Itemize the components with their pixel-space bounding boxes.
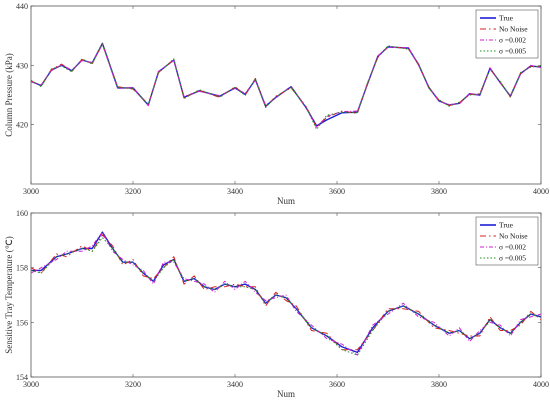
x-tick-label: 3400 (227, 380, 243, 389)
legend-label: σ =0.005 (499, 47, 526, 56)
legend-label: True (499, 14, 514, 23)
y-tick-label: 420 (16, 121, 28, 130)
x-tick-label: 3600 (329, 187, 345, 196)
series-line-3 (31, 44, 541, 128)
x-axis-label: Num (277, 196, 295, 206)
y-axis-label: Sensitive Tray Temperature (℃) (4, 236, 14, 354)
legend-label: σ =0.002 (499, 36, 526, 45)
y-tick-label: 440 (16, 2, 28, 11)
y-tick-label: 158 (16, 264, 28, 273)
legend-label: No Noise (499, 232, 528, 241)
series-line-2 (31, 234, 541, 351)
legend: True No Noise σ =0.002 σ =0.005 (475, 216, 539, 266)
chart-panel-2: 3000 3200 3400 3600 3800 4000 154 156 158 160 Num S… (4, 209, 549, 399)
x-tick-label: 4000 (533, 187, 549, 196)
x-tick-label: 3000 (23, 380, 39, 389)
y-tick-label: 156 (16, 318, 28, 327)
legend-label: σ =0.005 (499, 254, 526, 263)
series-line-3 (31, 231, 541, 356)
x-tick-label: 3200 (125, 380, 141, 389)
legend-label: True (499, 221, 514, 230)
x-tick-label: 3000 (23, 187, 39, 196)
legend: True No Noise σ =0.002 σ =0.005 (475, 9, 539, 59)
y-tick-label: 154 (16, 373, 28, 382)
x-tick-label: 3200 (125, 187, 141, 196)
legend-label: σ =0.002 (499, 243, 526, 252)
y-axis-label: Column Pressure (kPa) (4, 53, 14, 137)
x-tick-label: 3800 (431, 187, 447, 196)
x-tick-label: 3600 (329, 380, 345, 389)
chart-panel-1: 3000 3200 3400 3600 3800 4000 420 430 440 Num Colu… (4, 2, 549, 206)
series-line-4 (31, 237, 541, 356)
series-line-2 (31, 43, 541, 129)
series-line-4 (31, 42, 541, 130)
x-axis-label: Num (277, 389, 295, 399)
x-tick-label: 3400 (227, 187, 243, 196)
plot-area (30, 5, 542, 185)
x-tick-label: 4000 (533, 380, 549, 389)
series-group (31, 42, 541, 130)
series-group (31, 231, 541, 356)
y-tick-label: 160 (16, 209, 28, 218)
legend-label: No Noise (499, 25, 528, 34)
x-tick-label: 3800 (431, 380, 447, 389)
y-tick-label: 430 (16, 61, 28, 70)
